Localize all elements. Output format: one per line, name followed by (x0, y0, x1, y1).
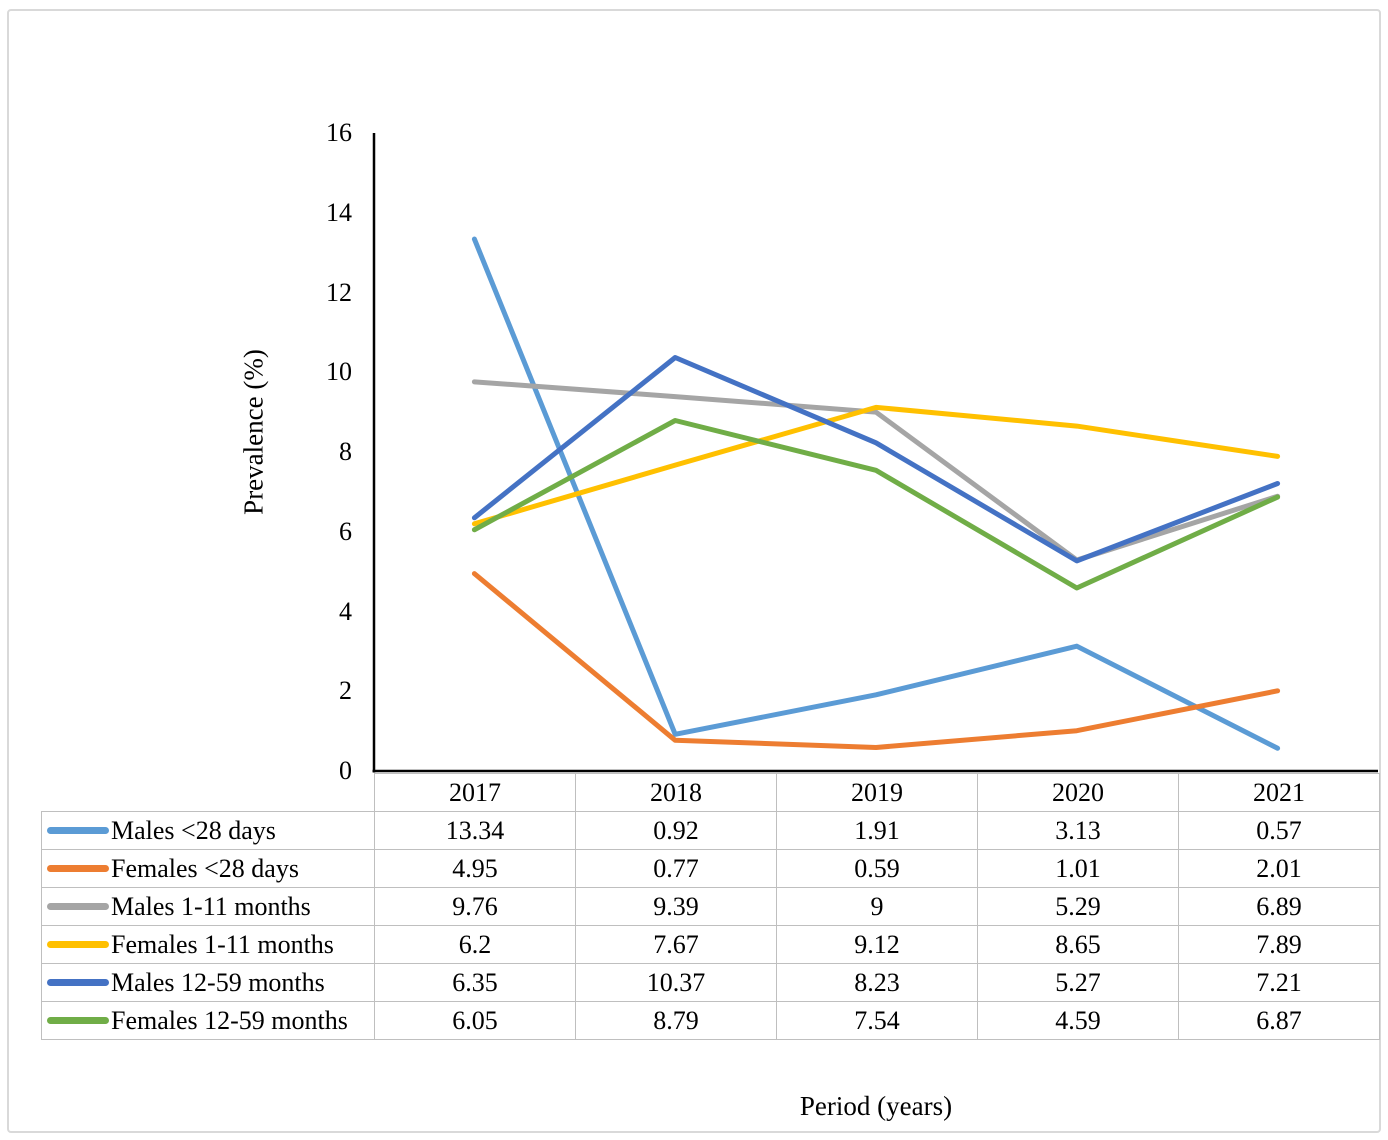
y-axis-tick-label: 8 (339, 437, 352, 466)
y-axis-tick-label: 14 (326, 197, 352, 227)
value-cell: 0.77 (575, 849, 777, 888)
y-axis-tick-label: 2 (339, 676, 352, 706)
legend-cell: Females <28 days (41, 849, 375, 888)
table-year-header: 2021 (1178, 773, 1380, 812)
series-line-females-12-59-months (471, 417, 1281, 591)
y-axis-tick-label: 12 (326, 277, 352, 307)
series-line-females-28-days (471, 571, 1281, 750)
legend-line-swatch (47, 1017, 109, 1025)
table-row-males-1-11-months: Males 1-11 months 9.76 9.39 9 5.29 6.89 (41, 887, 1380, 926)
value-cell: 0.92 (575, 811, 777, 850)
table-row-males-28-days: Males <28 days 13.34 0.92 1.91 3.13 0.57 (41, 811, 1380, 850)
value-cell: 9 (776, 887, 978, 926)
series-line-males-1-11-months (471, 379, 1281, 563)
legend-cell: Females 1-11 months (41, 925, 375, 964)
legend-label: Males 1-11 months (111, 891, 311, 921)
legend-label: Females 12-59 months (111, 1005, 348, 1035)
value-cell: 8.65 (977, 925, 1179, 964)
value-cell: 9.12 (776, 925, 978, 964)
y-axis-tick-label: 4 (339, 596, 352, 626)
legend-cell: Males 1-11 months (41, 887, 375, 926)
value-cell: 0.59 (776, 849, 978, 888)
legend-label: Males 12-59 months (111, 967, 325, 997)
y-axis-tick-label: 16 (326, 118, 352, 147)
value-cell: 9.39 (575, 887, 777, 926)
legend-label: Females 1-11 months (111, 929, 334, 959)
legend-line-swatch (47, 903, 109, 911)
value-cell: 7.67 (575, 925, 777, 964)
table-row-females-28-days: Females <28 days 4.95 0.77 0.59 1.01 2.01 (41, 849, 1380, 888)
legend-line-swatch (47, 979, 109, 987)
value-cell: 2.01 (1178, 849, 1380, 888)
series-line-males-28-days (471, 236, 1281, 751)
table-year-header: 2020 (977, 773, 1179, 812)
value-cell: 8.79 (575, 1001, 777, 1040)
y-axis-tick-label: 6 (339, 516, 352, 546)
y-axis-tick-label: 10 (326, 357, 352, 387)
table-corner-blank (42, 774, 375, 812)
table-row-females-1-11-months: Females 1-11 months 6.2 7.67 9.12 8.65 7.89 (41, 925, 1380, 964)
value-cell: 7.89 (1178, 925, 1380, 964)
y-axis-tick-label: 0 (339, 756, 352, 785)
value-cell: 6.2 (374, 925, 576, 964)
value-cell: 6.89 (1178, 887, 1380, 926)
legend-cell: Males <28 days (41, 811, 375, 850)
value-cell: 6.05 (374, 1001, 576, 1040)
value-cell: 4.95 (374, 849, 576, 888)
value-cell: 13.34 (374, 811, 576, 850)
value-cell: 0.57 (1178, 811, 1380, 850)
value-cell: 6.87 (1178, 1001, 1380, 1040)
value-cell: 5.29 (977, 887, 1179, 926)
legend-cell: Females 12-59 months (41, 1001, 375, 1040)
series-line-males-12-59-months (471, 354, 1281, 564)
chart-data-table: 2017 2018 2019 2020 2021 Males <28 days 13.34 0… (41, 773, 1380, 1040)
line-chart-plot (372, 133, 1378, 773)
value-cell: 5.27 (977, 963, 1179, 1002)
x-axis-title: Period (years) (799, 1091, 953, 1121)
legend-line-swatch (47, 941, 109, 949)
table-year-header: 2019 (776, 773, 978, 812)
value-cell: 9.76 (374, 887, 576, 926)
value-cell: 6.35 (374, 963, 576, 1002)
value-cell: 4.59 (977, 1001, 1179, 1040)
legend-line-swatch (47, 827, 109, 835)
value-cell: 1.91 (776, 811, 978, 850)
table-year-header: 2018 (575, 773, 777, 812)
table-row-males-12-59-months: Males 12-59 months 6.35 10.37 8.23 5.27 7.21 (41, 963, 1380, 1002)
value-cell: 7.54 (776, 1001, 978, 1040)
legend-label: Females <28 days (111, 853, 299, 883)
table-year-header: 2017 (374, 773, 576, 812)
series-line-females-1-11-months (471, 404, 1281, 527)
value-cell: 1.01 (977, 849, 1179, 888)
value-cell: 10.37 (575, 963, 777, 1002)
value-cell: 7.21 (1178, 963, 1380, 1002)
legend-label: Males <28 days (111, 815, 276, 845)
value-cell: 3.13 (977, 811, 1179, 850)
legend-line-swatch (47, 865, 109, 873)
table-row-females-12-59-months: Females 12-59 months 6.05 8.79 7.54 4.59 6.87 (41, 1001, 1380, 1040)
table-header-row: 2017 2018 2019 2020 2021 (42, 773, 1380, 812)
value-cell: 8.23 (776, 963, 978, 1002)
legend-cell: Males 12-59 months (41, 963, 375, 1002)
y-axis-title: Prevalence (%) (238, 349, 269, 515)
